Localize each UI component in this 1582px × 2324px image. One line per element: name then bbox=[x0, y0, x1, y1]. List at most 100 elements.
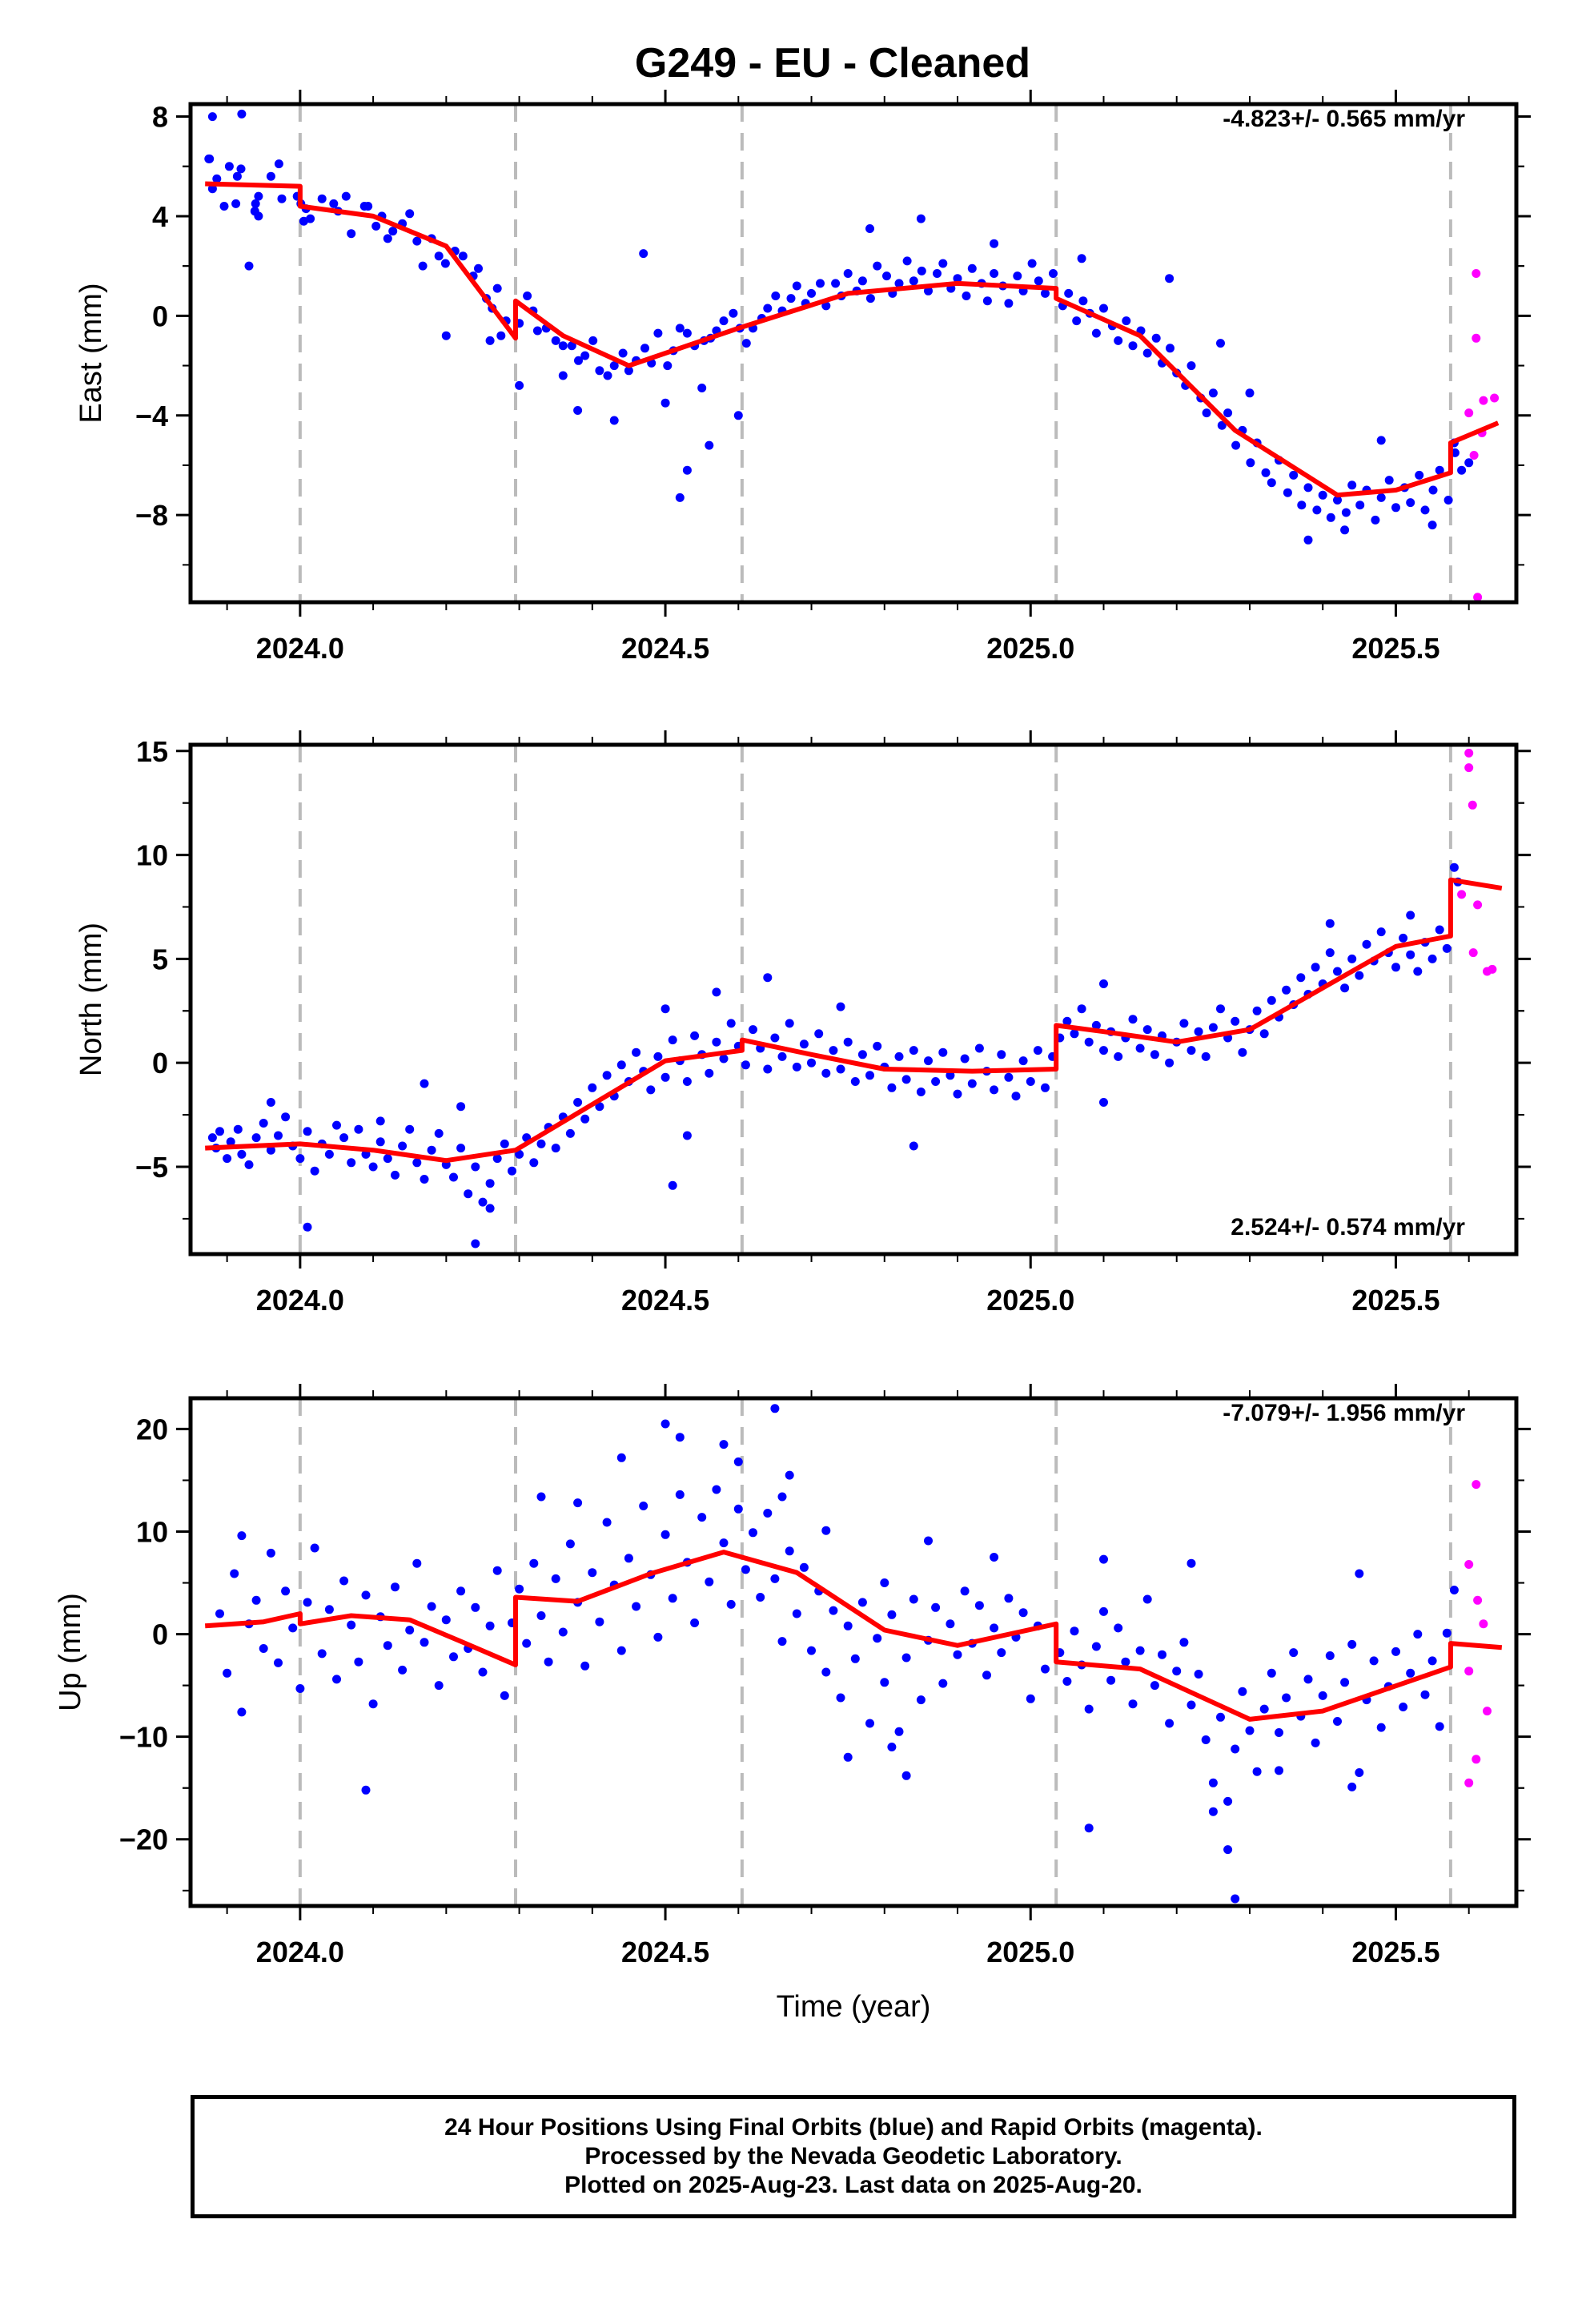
east-final-point bbox=[1406, 498, 1415, 508]
footer-line-orbits: 24 Hour Positions Using Final Orbits (bl… bbox=[444, 2114, 1263, 2141]
north-final-point bbox=[616, 1060, 626, 1070]
up-final-point bbox=[1165, 1719, 1174, 1728]
north-final-point bbox=[1135, 1043, 1145, 1053]
north-final-point bbox=[492, 1154, 502, 1164]
north-final-point bbox=[375, 1137, 385, 1147]
north-final-point bbox=[1099, 979, 1108, 988]
up-final-point bbox=[726, 1599, 736, 1609]
up-final-point bbox=[536, 1611, 546, 1620]
north-final-point bbox=[1325, 948, 1335, 958]
east-final-point bbox=[515, 380, 524, 390]
east-final-point bbox=[440, 259, 450, 268]
north-final-point bbox=[1427, 954, 1437, 963]
up-final-point bbox=[1318, 1691, 1327, 1700]
east-panel: 2024.0 2024.5 2025.0 2025.5 8 4 0 −4 −8 East (mm)… bbox=[74, 90, 1531, 665]
up-y-tick-label: 10 bbox=[136, 1516, 168, 1549]
north-final-point bbox=[1282, 985, 1291, 995]
up-rapid-point bbox=[1472, 1480, 1481, 1490]
east-final-point bbox=[236, 164, 246, 174]
up-final-point bbox=[894, 1727, 904, 1736]
north-final-point bbox=[233, 1124, 243, 1134]
up-final-point bbox=[901, 1771, 911, 1780]
up-final-point bbox=[412, 1558, 422, 1568]
up-final-point bbox=[281, 1586, 291, 1596]
east-final-point bbox=[1078, 296, 1088, 306]
north-final-point bbox=[1201, 1051, 1211, 1061]
north-final-point bbox=[661, 1072, 670, 1082]
up-final-point bbox=[595, 1617, 604, 1626]
north-final-point bbox=[368, 1162, 378, 1172]
north-final-point bbox=[990, 1085, 999, 1095]
north-final-point bbox=[412, 1158, 422, 1168]
north-final-point bbox=[471, 1239, 480, 1248]
east-x-tick-label: 2025.5 bbox=[1351, 632, 1439, 665]
up-final-point bbox=[1026, 1694, 1035, 1703]
up-final-point bbox=[602, 1518, 612, 1527]
up-final-point bbox=[997, 1648, 1006, 1658]
north-final-point bbox=[829, 1046, 838, 1055]
north-final-point bbox=[960, 1054, 970, 1063]
east-final-point bbox=[990, 239, 999, 248]
up-final-point bbox=[223, 1668, 232, 1678]
up-final-point bbox=[1158, 1650, 1166, 1659]
east-final-point bbox=[719, 316, 729, 326]
up-final-point bbox=[1449, 1586, 1459, 1594]
up-final-point bbox=[777, 1492, 787, 1502]
up-final-point bbox=[668, 1594, 677, 1603]
up-final-point bbox=[821, 1667, 831, 1677]
east-final-point bbox=[609, 361, 619, 371]
up-final-point bbox=[1223, 1796, 1233, 1806]
up-final-point bbox=[522, 1638, 532, 1648]
up-final-point bbox=[580, 1661, 590, 1671]
east-final-point bbox=[441, 331, 451, 340]
up-final-point bbox=[303, 1598, 312, 1607]
up-final-point bbox=[946, 1619, 955, 1629]
up-final-point bbox=[1259, 1704, 1269, 1714]
east-final-point bbox=[523, 292, 532, 300]
north-rapid-point bbox=[1457, 890, 1467, 899]
up-final-point bbox=[339, 1576, 349, 1586]
north-final-point bbox=[244, 1160, 254, 1169]
north-final-point bbox=[207, 1133, 217, 1143]
north-final-point bbox=[420, 1175, 429, 1184]
up-final-point bbox=[931, 1602, 941, 1612]
up-final-point bbox=[756, 1593, 765, 1602]
north-final-point bbox=[1362, 939, 1371, 949]
up-final-point bbox=[1413, 1630, 1423, 1639]
up-final-point bbox=[1099, 1554, 1108, 1564]
up-final-point bbox=[770, 1574, 780, 1583]
up-model-curve bbox=[204, 1550, 1503, 1722]
up-final-point bbox=[1399, 1703, 1408, 1711]
north-final-point bbox=[310, 1166, 319, 1176]
north-final-point bbox=[500, 1139, 509, 1148]
north-final-point bbox=[931, 1077, 941, 1086]
up-final-point bbox=[974, 1601, 984, 1610]
east-final-point bbox=[609, 416, 619, 425]
up-final-point bbox=[1150, 1681, 1159, 1691]
up-final-point bbox=[990, 1623, 999, 1633]
east-final-point bbox=[1049, 269, 1058, 278]
north-final-point bbox=[536, 1139, 546, 1148]
time-axis-label: Time (year) bbox=[777, 1990, 931, 2024]
north-final-point bbox=[420, 1079, 429, 1088]
up-final-point bbox=[697, 1513, 707, 1522]
east-final-point bbox=[967, 263, 977, 273]
up-final-point bbox=[259, 1644, 268, 1653]
north-final-point bbox=[573, 1098, 583, 1107]
east-final-point bbox=[371, 221, 381, 231]
up-x-tick-label: 2025.5 bbox=[1351, 1936, 1439, 1968]
north-final-point bbox=[1413, 967, 1423, 976]
up-final-point bbox=[1347, 1639, 1357, 1649]
up-y-tick-label: −10 bbox=[119, 1721, 168, 1754]
north-final-point bbox=[763, 973, 773, 983]
up-final-point bbox=[332, 1675, 341, 1684]
east-final-point bbox=[933, 269, 942, 278]
north-final-point bbox=[894, 1051, 904, 1061]
north-final-point bbox=[1077, 1004, 1086, 1014]
north-final-point bbox=[777, 1051, 787, 1061]
up-final-point bbox=[368, 1699, 378, 1709]
north-rapid-point bbox=[1468, 948, 1478, 958]
east-final-point bbox=[1245, 388, 1255, 398]
up-final-point bbox=[909, 1594, 918, 1604]
east-final-point bbox=[254, 211, 263, 221]
